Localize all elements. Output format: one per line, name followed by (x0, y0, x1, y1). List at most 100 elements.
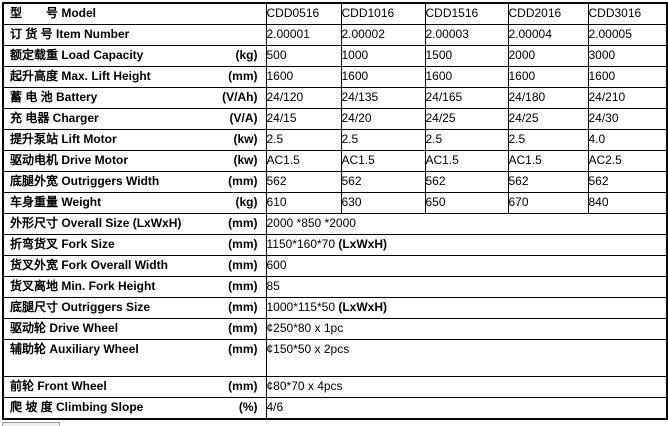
spec-value-bold-suffix: (LxWxH) (338, 237, 388, 252)
spec-value-cell: 610 (265, 192, 342, 214)
spec-label-wrap: 提升泵站 Lift Motor (kw) (4, 132, 265, 147)
spec-unit: (V/A) (229, 111, 258, 126)
table-row-item-number: 订 货 号 Item Number 2.00001 2.00002 2.00003 2.… (2, 24, 668, 46)
spec-label-wrap: 车身重量 Weight (kg) (4, 195, 265, 210)
table-row-model: 型 号 Model CDD0516 CDD1016 CDD1516 CDD2016 CDD… (2, 2, 668, 25)
spec-label: 充 电器 Charger (10, 111, 99, 126)
spec-label-wrap: 驱动电机 Drive Motor (kw) (4, 153, 265, 168)
spec-value-text: 4/6 (266, 400, 284, 415)
spec-value-cell: 2.00003 (424, 24, 509, 46)
spec-label: 额定载重 Load Capacity (10, 48, 144, 63)
spec-label-cell-max-lift-height: 起升高度 Max. Lift Height (mm) (2, 66, 267, 88)
spec-value-cell: 630 (340, 192, 426, 214)
spec-unit: (kw) (233, 132, 258, 147)
spec-label-cell-drive-motor: 驱动电机 Drive Motor (kw) (2, 150, 267, 172)
spec-value-cell: 562 (340, 171, 426, 193)
spec-value-cell: 24/30 (587, 108, 668, 130)
spec-value-cell: 2.5 (265, 129, 342, 151)
spec-value-cell: 650 (424, 192, 509, 214)
spec-label-wrap: 充 电器 Charger (V/A) (4, 111, 265, 126)
spec-value-cell: 24/15 (265, 108, 342, 130)
spec-value-cell: 24/135 (340, 87, 426, 109)
spec-value-cell: CDD2016 (507, 2, 589, 25)
spec-label: 辅助轮 Auxiliary Wheel (10, 342, 139, 356)
spec-value-cell: AC1.5 (265, 150, 342, 172)
spec-value-cell: 2.00002 (340, 24, 426, 46)
spec-value-cell: 24/165 (424, 87, 509, 109)
spec-value-cell: CDD0516 (265, 2, 342, 25)
spec-label-wrap: 起升高度 Max. Lift Height (mm) (4, 70, 265, 83)
spec-label: 爬 坡 度 Climbing Slope (10, 400, 144, 415)
spec-value-text: ¢80*70 x 4pcs (266, 379, 343, 394)
spec-value-text: 600 (266, 258, 287, 273)
spec-value-cell: 24/20 (340, 108, 426, 130)
spec-label-wrap: 底腿尺寸 Outriggers Size (mm) (4, 301, 265, 314)
spec-label-cell-fork-size: 折弯货叉 Fork Size (mm) (2, 234, 267, 256)
spec-value-text: 2000 *850 *2000 (266, 216, 356, 231)
spec-label-cell-model: 型 号 Model (2, 2, 267, 25)
spec-label: 提升泵站 Lift Motor (10, 132, 117, 147)
spec-label-cell-front-wheel: 前轮 Front Wheel (mm) (2, 376, 267, 398)
spec-value-cell: 1500 (424, 45, 509, 67)
table-row-drive-motor: 驱动电机 Drive Motor (kw) AC1.5 AC1.5 AC1.5 AC1.5… (2, 150, 668, 172)
spec-label: 货叉外宽 Fork Overall Width (10, 258, 168, 273)
spec-label: 外形尺寸 Overall Size (LxWxH) (10, 216, 182, 231)
spec-value-cell: CDD1016 (340, 2, 426, 25)
spec-value-cell: AC1.5 (424, 150, 509, 172)
spec-value-cell: AC1.5 (340, 150, 426, 172)
spec-label-cell-load-capacity: 额定载重 Load Capacity (kg) (2, 45, 267, 67)
spec-value-text: ¢150*50 x 2pcs (266, 342, 350, 356)
spec-value-cell: 1000 (340, 45, 426, 67)
spec-label: 蓄 电 池 Battery (10, 90, 98, 105)
table-row-fork-overall-width: 货叉外宽 Fork Overall Width (mm) 600 (2, 255, 668, 277)
spec-unit: (kw) (233, 153, 258, 168)
spec-table: 型 号 Model CDD0516 CDD1016 CDD1516 CDD2016 CDD… (2, 2, 668, 420)
spec-value-cell: 24/180 (507, 87, 589, 109)
spec-label-cell-lift-motor: 提升泵站 Lift Motor (kw) (2, 129, 267, 151)
table-row-outriggers-width: 底腿外宽 Outriggers Width (mm) 562 562 562 562 562 (2, 171, 668, 193)
spec-value-cell: 670 (507, 192, 589, 214)
table-row-max-lift-height: 起升高度 Max. Lift Height (mm) 1600 1600 1600 160… (2, 66, 668, 88)
table-row-climbing-slope: 爬 坡 度 Climbing Slope (%) 4/6 (2, 397, 668, 420)
spec-label-wrap: 外形尺寸 Overall Size (LxWxH) (mm) (4, 216, 265, 231)
spec-value-cell: 3000 (587, 45, 668, 67)
spec-value-cell-merged: ¢250*80 x 1pc (265, 318, 668, 340)
spec-unit: (kg) (235, 195, 258, 210)
spec-value-cell: CDD1516 (424, 2, 509, 25)
spec-unit: (mm) (228, 279, 258, 294)
spec-label-cell-outriggers-width: 底腿外宽 Outriggers Width (mm) (2, 171, 267, 193)
spec-value-text: 1000*115*50 (266, 300, 339, 315)
spec-unit: (mm) (228, 342, 258, 356)
spec-unit: (mm) (228, 216, 258, 231)
spec-label-cell-auxiliary-wheel: 辅助轮 Auxiliary Wheel (mm) (2, 339, 267, 377)
spec-value-cell-merged: 85 (265, 276, 668, 298)
spec-unit: (mm) (228, 174, 258, 189)
spec-unit: (mm) (228, 237, 258, 252)
spec-label: 订 货 号 Item Number (10, 27, 130, 42)
table-row-overall-size: 外形尺寸 Overall Size (LxWxH) (mm) 2000 *850 *… (2, 213, 668, 235)
spec-label-cell-min-fork-height: 货叉离地 Min. Fork Height (mm) (2, 276, 267, 298)
spec-value-cell: 24/25 (507, 108, 589, 130)
spec-unit: (mm) (228, 321, 258, 336)
spec-label-cell-overall-size: 外形尺寸 Overall Size (LxWxH) (mm) (2, 213, 267, 235)
spec-value-cell: 562 (587, 171, 668, 193)
spec-value-cell: 24/25 (424, 108, 509, 130)
spec-label: 车身重量 Weight (10, 195, 102, 210)
spec-label: 货叉离地 Min. Fork Height (10, 279, 156, 294)
spec-value-cell: 562 (265, 171, 342, 193)
spec-value-cell: AC1.5 (507, 150, 589, 172)
spec-value-cell: 2.00001 (265, 24, 342, 46)
spec-value-cell: CDD3016 (587, 2, 668, 25)
spec-label-cell-fork-overall-width: 货叉外宽 Fork Overall Width (mm) (2, 255, 267, 277)
spec-value-cell: 840 (587, 192, 668, 214)
spec-label-wrap: 货叉外宽 Fork Overall Width (mm) (4, 258, 265, 273)
spec-label-wrap: 折弯货叉 Fork Size (mm) (4, 237, 265, 252)
table-row-battery: 蓄 电 池 Battery (V/Ah) 24/120 24/135 24/165 24/… (2, 87, 668, 109)
spec-value-cell: 562 (507, 171, 589, 193)
spec-value-cell-merged: 4/6 (265, 397, 668, 420)
spec-value-cell: 2.00005 (587, 24, 668, 46)
spec-label-wrap: 辅助轮 Auxiliary Wheel (mm) (4, 341, 265, 357)
spec-value-cell: 2.5 (507, 129, 589, 151)
spec-label: 折弯货叉 Fork Size (10, 237, 115, 252)
